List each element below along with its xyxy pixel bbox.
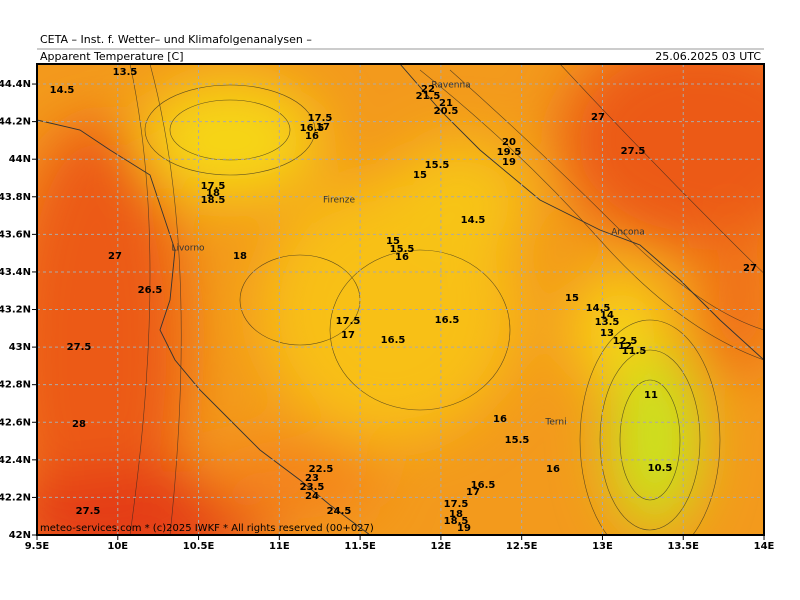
contour-label: 19 [502, 157, 516, 168]
contour-label: 27.5 [621, 146, 646, 157]
contour-label: 15 [565, 293, 579, 304]
contour-label: 17.5 [201, 181, 226, 192]
city-label: Terni [544, 418, 566, 428]
contour-label: 27 [108, 251, 122, 262]
contour-label: 11 [644, 390, 658, 401]
contour-label: 18.5 [444, 516, 469, 527]
city-label: Ravenna [431, 81, 470, 91]
contour-label: 15 [386, 236, 400, 247]
contour-label: 15.5 [505, 435, 530, 446]
contour-label: 16.5 [381, 335, 406, 346]
lon-tick-label: 14E [754, 541, 775, 552]
contour-label: 16.5 [435, 315, 460, 326]
contour-label: 18 [206, 188, 220, 199]
contour-label: 19.5 [497, 147, 522, 158]
field [37, 64, 764, 535]
contour-label: 27 [743, 263, 757, 274]
contour-label: 18 [233, 251, 247, 262]
contour-label: 14.5 [586, 303, 611, 314]
contour-label: 19 [457, 523, 471, 534]
contour-label: 14 [600, 310, 614, 321]
contour-label: 14.5 [50, 85, 75, 96]
contour-label: 28 [72, 419, 86, 430]
lon-tick-label: 9.5E [25, 541, 50, 552]
contour-label: 18 [449, 509, 463, 520]
lat-tick-label: 42N [9, 530, 31, 541]
copyright: meteo-services.com * (c)2025 IWKF * All … [40, 523, 374, 534]
lat-tick-label: 42.2N [0, 492, 31, 503]
contour-label: 18.5 [201, 195, 226, 206]
map-frame [36, 63, 765, 536]
contour-label: 16 [395, 252, 409, 263]
contour-label: 17 [466, 487, 480, 498]
lon-tick-label: 12.5E [506, 541, 538, 552]
lat-tick-label: 43N [9, 342, 31, 353]
lon-tick-label: 10.5E [183, 541, 215, 552]
lat-tick-label: 43.8N [0, 192, 31, 203]
contour-label: 23.5 [300, 482, 325, 493]
contour-label: 16 [305, 131, 319, 142]
contour-label: 14.5 [461, 215, 486, 226]
lat-tick-label: 43.6N [0, 229, 31, 240]
lat-tick-label: 42.6N [0, 417, 31, 428]
contour-label: 27.5 [67, 342, 92, 353]
contour-label: 17.5 [444, 499, 469, 510]
contour-label: 10.5 [648, 463, 673, 474]
contour-label: 15.5 [425, 160, 450, 171]
contour-label: 16.5 [471, 480, 496, 491]
contour-label: 24 [305, 491, 319, 502]
city-label: Ancona [611, 228, 645, 238]
contour-label: 15 [413, 170, 427, 181]
lat-tick-label: 42.4N [0, 455, 31, 466]
lon-tick-label: 11E [269, 541, 290, 552]
contour-label: 21.5 [416, 91, 441, 102]
contour-label: 13.5 [595, 317, 620, 328]
coastline [399, 64, 764, 361]
contour-label: 27 [591, 112, 605, 123]
valid-time: 25.06.2025 03 UTC [655, 50, 761, 63]
contour-label: 17 [341, 330, 355, 341]
parameter: Apparent Temperature [C] [40, 50, 184, 63]
contour-label: 20.5 [434, 106, 459, 117]
contour-label: 12.5 [613, 336, 638, 347]
contour-label: 16 [493, 414, 507, 425]
lat-tick-label: 44.4N [0, 79, 31, 90]
city-label: Livorno [171, 244, 205, 254]
lat-tick-label: 44N [9, 154, 31, 165]
contour-label: 15.5 [390, 244, 415, 255]
coastline [37, 119, 371, 535]
lon-tick-label: 13.5E [667, 541, 699, 552]
contour-label: 22 [421, 84, 435, 95]
contour-label: 12 [618, 341, 632, 352]
lon-tick-label: 12E [431, 541, 452, 552]
lon-tick-label: 13E [592, 541, 613, 552]
contour-label: 23 [305, 473, 319, 484]
lat-tick-label: 42.8N [0, 380, 31, 391]
lon-tick-label: 11.5E [344, 541, 376, 552]
contour-label: 22.5 [309, 464, 334, 475]
contour-label: 17.5 [336, 316, 361, 327]
lat-tick-label: 44.2N [0, 117, 31, 128]
contour-label: 16 [546, 464, 560, 475]
header-title: CETA – Inst. f. Wetter– und Klimafolgena… [40, 33, 312, 46]
contour-label: 27.5 [76, 506, 101, 517]
contour-label: 11.5 [622, 346, 647, 357]
contour-label: 17 [316, 122, 330, 133]
lat-tick-label: 43.4N [0, 267, 31, 278]
contour-label: 13 [600, 328, 614, 339]
contour-label: 20 [502, 137, 516, 148]
lon-tick-label: 10E [107, 541, 128, 552]
contour-label: 16.5 [300, 123, 325, 134]
contour-label: 17.5 [308, 113, 333, 124]
contour-label: 13.5 [113, 67, 138, 78]
contour-label: 21 [439, 98, 453, 109]
contour-label: 24.5 [327, 506, 352, 517]
city-label: Firenze [323, 196, 355, 206]
contour-label: 26.5 [138, 285, 163, 296]
lat-tick-label: 43.2N [0, 305, 31, 316]
